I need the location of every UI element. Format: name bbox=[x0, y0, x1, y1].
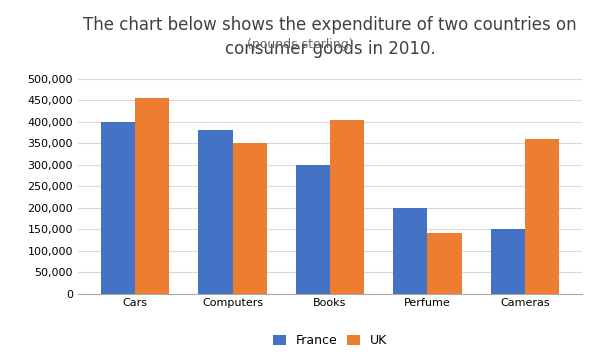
Bar bbox=[233, 143, 266, 294]
Bar bbox=[296, 165, 330, 294]
Bar bbox=[491, 229, 525, 294]
Bar bbox=[101, 122, 135, 294]
Bar bbox=[525, 139, 559, 294]
Bar bbox=[199, 130, 233, 294]
Legend: France, UK: France, UK bbox=[273, 334, 387, 348]
Bar bbox=[427, 233, 461, 294]
Text: (pounds sterling): (pounds sterling) bbox=[247, 38, 353, 50]
Title: The chart below shows the expenditure of two countries on
consumer goods in 2010: The chart below shows the expenditure of… bbox=[83, 16, 577, 58]
Bar bbox=[135, 98, 169, 294]
Bar bbox=[394, 208, 427, 294]
Bar bbox=[330, 120, 364, 294]
